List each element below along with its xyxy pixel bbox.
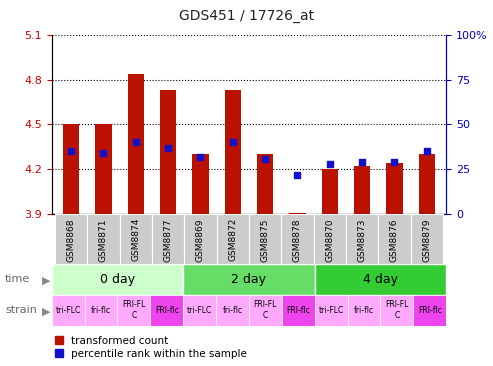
Bar <box>387 163 402 214</box>
Bar <box>381 295 413 326</box>
Bar <box>216 214 249 264</box>
Bar <box>413 295 446 326</box>
Point <box>293 172 301 178</box>
Point <box>197 154 205 160</box>
Bar <box>117 295 150 326</box>
Text: GSM8877: GSM8877 <box>164 218 173 262</box>
Text: tri-FLC: tri-FLC <box>187 306 212 315</box>
Text: FRI-FL
C: FRI-FL C <box>254 300 277 320</box>
Bar <box>152 214 184 264</box>
Bar <box>315 295 348 326</box>
Text: GSM8879: GSM8879 <box>423 218 431 262</box>
Bar <box>87 214 120 264</box>
Bar <box>411 214 443 264</box>
Bar <box>120 214 152 264</box>
Text: fri-flc: fri-flc <box>354 306 374 315</box>
Text: ▶: ▶ <box>42 276 50 286</box>
Text: GSM8875: GSM8875 <box>261 218 270 262</box>
Bar <box>289 213 306 214</box>
Text: 4 day: 4 day <box>363 273 398 285</box>
Bar <box>354 166 370 214</box>
Bar <box>315 264 446 295</box>
Text: strain: strain <box>5 305 37 315</box>
Text: ▶: ▶ <box>42 307 50 317</box>
Text: GSM8870: GSM8870 <box>325 218 334 262</box>
Legend: transformed count, percentile rank within the sample: transformed count, percentile rank withi… <box>55 336 247 359</box>
Text: GSM8876: GSM8876 <box>390 218 399 262</box>
Bar <box>96 124 111 214</box>
Point <box>67 149 75 154</box>
Bar <box>225 90 241 214</box>
Bar <box>419 154 435 214</box>
Bar <box>128 74 144 214</box>
Text: FRI-FL
C: FRI-FL C <box>385 300 409 320</box>
Bar <box>314 214 346 264</box>
Point <box>164 145 172 151</box>
Bar <box>257 154 273 214</box>
Text: GDS451 / 17726_at: GDS451 / 17726_at <box>179 9 314 23</box>
Text: FRI-FL
C: FRI-FL C <box>122 300 145 320</box>
Bar <box>216 295 249 326</box>
Text: tri-FLC: tri-FLC <box>318 306 344 315</box>
Text: FRI-flc: FRI-flc <box>286 306 310 315</box>
Text: time: time <box>5 274 30 284</box>
Text: GSM8874: GSM8874 <box>131 218 141 261</box>
Bar <box>282 214 314 264</box>
Bar <box>63 124 79 214</box>
Bar <box>183 264 315 295</box>
Text: GSM8869: GSM8869 <box>196 218 205 262</box>
Bar <box>348 295 381 326</box>
Bar <box>52 264 183 295</box>
Bar <box>85 295 117 326</box>
Text: FRI-flc: FRI-flc <box>418 306 442 315</box>
Text: 2 day: 2 day <box>232 273 266 285</box>
Point <box>390 159 398 165</box>
Bar <box>192 154 209 214</box>
Bar <box>52 295 85 326</box>
Bar <box>249 295 282 326</box>
Text: GSM8868: GSM8868 <box>67 218 75 262</box>
Point <box>100 150 107 156</box>
Text: GSM8873: GSM8873 <box>357 218 367 262</box>
Text: tri-FLC: tri-FLC <box>56 306 81 315</box>
Bar <box>160 90 176 214</box>
Point <box>358 159 366 165</box>
Point <box>423 149 431 154</box>
Point <box>326 161 334 167</box>
Bar <box>249 214 282 264</box>
Bar <box>322 169 338 214</box>
Text: GSM8872: GSM8872 <box>228 218 237 261</box>
Text: GSM8871: GSM8871 <box>99 218 108 262</box>
Text: fri-flc: fri-flc <box>222 306 243 315</box>
Bar <box>55 214 87 264</box>
Text: FRI-flc: FRI-flc <box>155 306 179 315</box>
Point <box>261 156 269 161</box>
Text: GSM8878: GSM8878 <box>293 218 302 262</box>
Bar <box>378 214 411 264</box>
Bar <box>282 295 315 326</box>
Bar <box>346 214 378 264</box>
Point <box>229 139 237 145</box>
Bar <box>184 214 216 264</box>
Bar <box>183 295 216 326</box>
Text: 0 day: 0 day <box>100 273 135 285</box>
Bar <box>150 295 183 326</box>
Text: fri-flc: fri-flc <box>91 306 111 315</box>
Point <box>132 139 140 145</box>
